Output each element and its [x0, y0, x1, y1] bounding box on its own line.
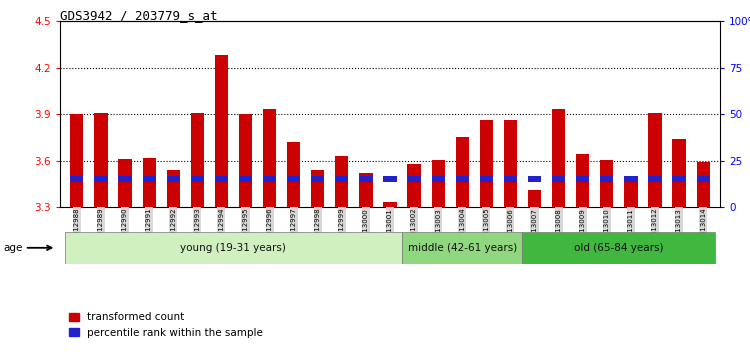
Text: GSM812997: GSM812997: [291, 208, 297, 251]
Bar: [407, 164, 421, 207]
Text: GSM813009: GSM813009: [580, 208, 586, 251]
Text: GSM813014: GSM813014: [700, 208, 706, 251]
Bar: [648, 176, 662, 182]
Bar: [523, 232, 716, 264]
Bar: [673, 176, 686, 182]
Bar: [142, 158, 156, 207]
Text: GSM812988: GSM812988: [74, 208, 80, 251]
Bar: [287, 176, 300, 182]
Bar: [504, 176, 517, 182]
Text: young (19-31 years): young (19-31 years): [181, 243, 286, 253]
Bar: [528, 190, 542, 207]
Text: GSM812989: GSM812989: [98, 208, 104, 251]
Bar: [456, 176, 469, 182]
Text: GSM813011: GSM813011: [628, 208, 634, 251]
Bar: [576, 176, 590, 182]
Text: GSM812994: GSM812994: [218, 208, 224, 250]
Bar: [263, 176, 276, 182]
Text: GSM813004: GSM813004: [459, 208, 465, 251]
Bar: [70, 176, 83, 182]
Bar: [673, 139, 686, 207]
Bar: [190, 113, 204, 207]
Bar: [118, 159, 132, 207]
Text: GSM812990: GSM812990: [122, 208, 128, 251]
Bar: [94, 113, 107, 207]
Text: GSM812996: GSM812996: [266, 208, 272, 251]
Text: GSM813000: GSM813000: [363, 208, 369, 251]
Bar: [190, 176, 204, 182]
Text: GSM813012: GSM813012: [652, 208, 658, 251]
Bar: [238, 176, 252, 182]
Text: GSM813006: GSM813006: [508, 208, 514, 251]
Text: GSM813008: GSM813008: [556, 208, 562, 251]
Bar: [456, 137, 469, 207]
Bar: [431, 160, 445, 207]
Bar: [697, 162, 709, 207]
Bar: [697, 176, 709, 182]
Text: GSM812993: GSM812993: [194, 208, 200, 251]
Bar: [70, 114, 83, 207]
Bar: [359, 173, 373, 207]
Bar: [528, 176, 542, 182]
Text: GSM813003: GSM813003: [435, 208, 441, 251]
Bar: [431, 176, 445, 182]
Bar: [311, 170, 324, 207]
Text: GSM813005: GSM813005: [483, 208, 489, 251]
Bar: [64, 232, 402, 264]
Text: GSM813007: GSM813007: [532, 208, 538, 251]
Bar: [263, 109, 276, 207]
Bar: [648, 113, 662, 207]
Bar: [624, 176, 638, 207]
Legend: transformed count, percentile rank within the sample: transformed count, percentile rank withi…: [65, 308, 267, 342]
Bar: [335, 156, 349, 207]
Bar: [504, 120, 517, 207]
Bar: [142, 176, 156, 182]
Text: GSM812999: GSM812999: [339, 208, 345, 251]
Text: GSM813010: GSM813010: [604, 208, 610, 251]
Bar: [238, 114, 252, 207]
Text: old (65-84 years): old (65-84 years): [574, 243, 664, 253]
Bar: [624, 176, 638, 182]
Bar: [600, 176, 613, 182]
Bar: [287, 142, 300, 207]
Bar: [335, 176, 349, 182]
Bar: [359, 176, 373, 182]
Text: GSM812998: GSM812998: [315, 208, 321, 251]
Bar: [383, 202, 397, 207]
Text: GSM813001: GSM813001: [387, 208, 393, 251]
Text: GSM812995: GSM812995: [242, 208, 248, 250]
Bar: [311, 176, 324, 182]
Text: age: age: [4, 243, 23, 253]
Text: GDS3942 / 203779_s_at: GDS3942 / 203779_s_at: [60, 9, 217, 22]
Text: GSM813013: GSM813013: [676, 208, 682, 251]
Bar: [480, 120, 493, 207]
Bar: [118, 176, 132, 182]
Bar: [552, 109, 566, 207]
Text: middle (42-61 years): middle (42-61 years): [408, 243, 517, 253]
Bar: [94, 176, 107, 182]
Text: GSM812992: GSM812992: [170, 208, 176, 250]
Bar: [166, 176, 180, 182]
Bar: [480, 176, 493, 182]
Bar: [552, 176, 566, 182]
Text: GSM812991: GSM812991: [146, 208, 152, 251]
Text: GSM813002: GSM813002: [411, 208, 417, 251]
Bar: [402, 232, 523, 264]
Bar: [600, 160, 613, 207]
Bar: [383, 176, 397, 182]
Bar: [166, 170, 180, 207]
Bar: [214, 176, 228, 182]
Bar: [214, 55, 228, 207]
Bar: [407, 176, 421, 182]
Bar: [576, 154, 590, 207]
